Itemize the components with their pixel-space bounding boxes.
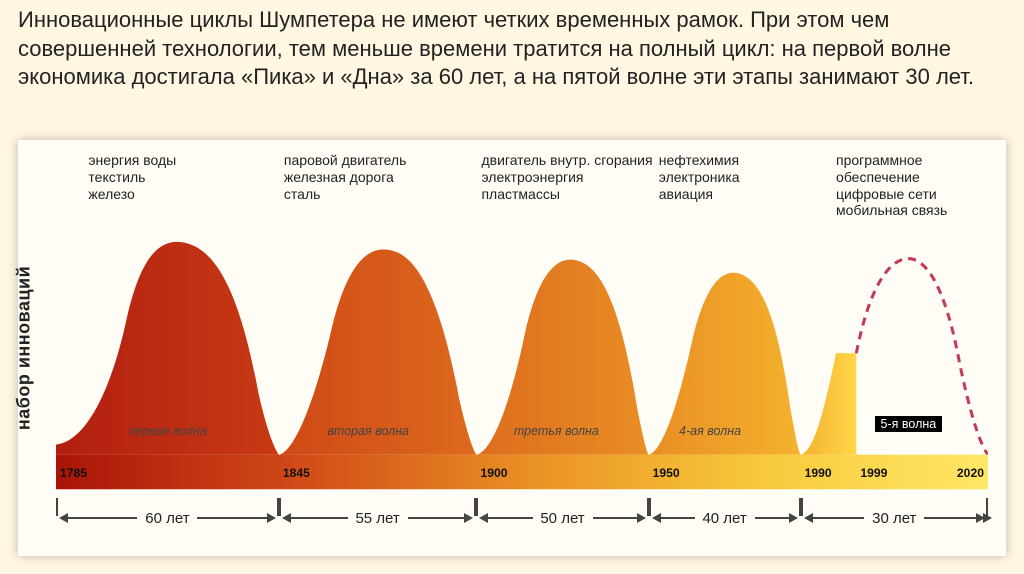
year-1990: 1990 [805, 466, 832, 480]
wave-2 [279, 249, 477, 454]
wave-5-filled [801, 353, 857, 455]
y-axis-label: набор инноваций [14, 266, 35, 430]
waves-svg: 1785 1845 1900 1950 1990 1999 2020 [56, 150, 988, 536]
duration-label-2: 55 лет [351, 510, 403, 527]
year-1785: 1785 [60, 466, 87, 480]
wave-4 [649, 273, 801, 455]
duration-3: 50 лет [476, 504, 648, 532]
year-1999: 1999 [860, 466, 887, 480]
year-1845: 1845 [283, 466, 310, 480]
duration-label-1: 60 лет [141, 510, 193, 527]
duration-4: 40 лет [649, 504, 801, 532]
wave-1 [56, 242, 279, 455]
wave-5-projection [856, 259, 988, 455]
year-1950: 1950 [653, 466, 680, 480]
intro-text: Инновационные циклы Шумпетера не имеют ч… [0, 0, 1024, 92]
year-2020: 2020 [957, 466, 984, 480]
duration-label-3: 50 лет [536, 510, 588, 527]
year-1900: 1900 [480, 466, 507, 480]
chart-container: набор инноваций 178518451900195019901999… [18, 140, 1006, 556]
wave-3 [476, 260, 648, 455]
plot-area: 1785184519001950199019992020 энергия вод… [56, 150, 988, 536]
timeline-bar [56, 455, 988, 490]
duration-label-4: 40 лет [698, 510, 750, 527]
duration-label-5: 30 лет [868, 510, 920, 527]
duration-5: 30 лет [801, 504, 988, 532]
duration-2: 55 лет [279, 504, 477, 532]
duration-1: 60 лет [56, 504, 279, 532]
duration-row: 60 лет 55 лет 50 лет 40 лет 30 лет [56, 504, 988, 532]
